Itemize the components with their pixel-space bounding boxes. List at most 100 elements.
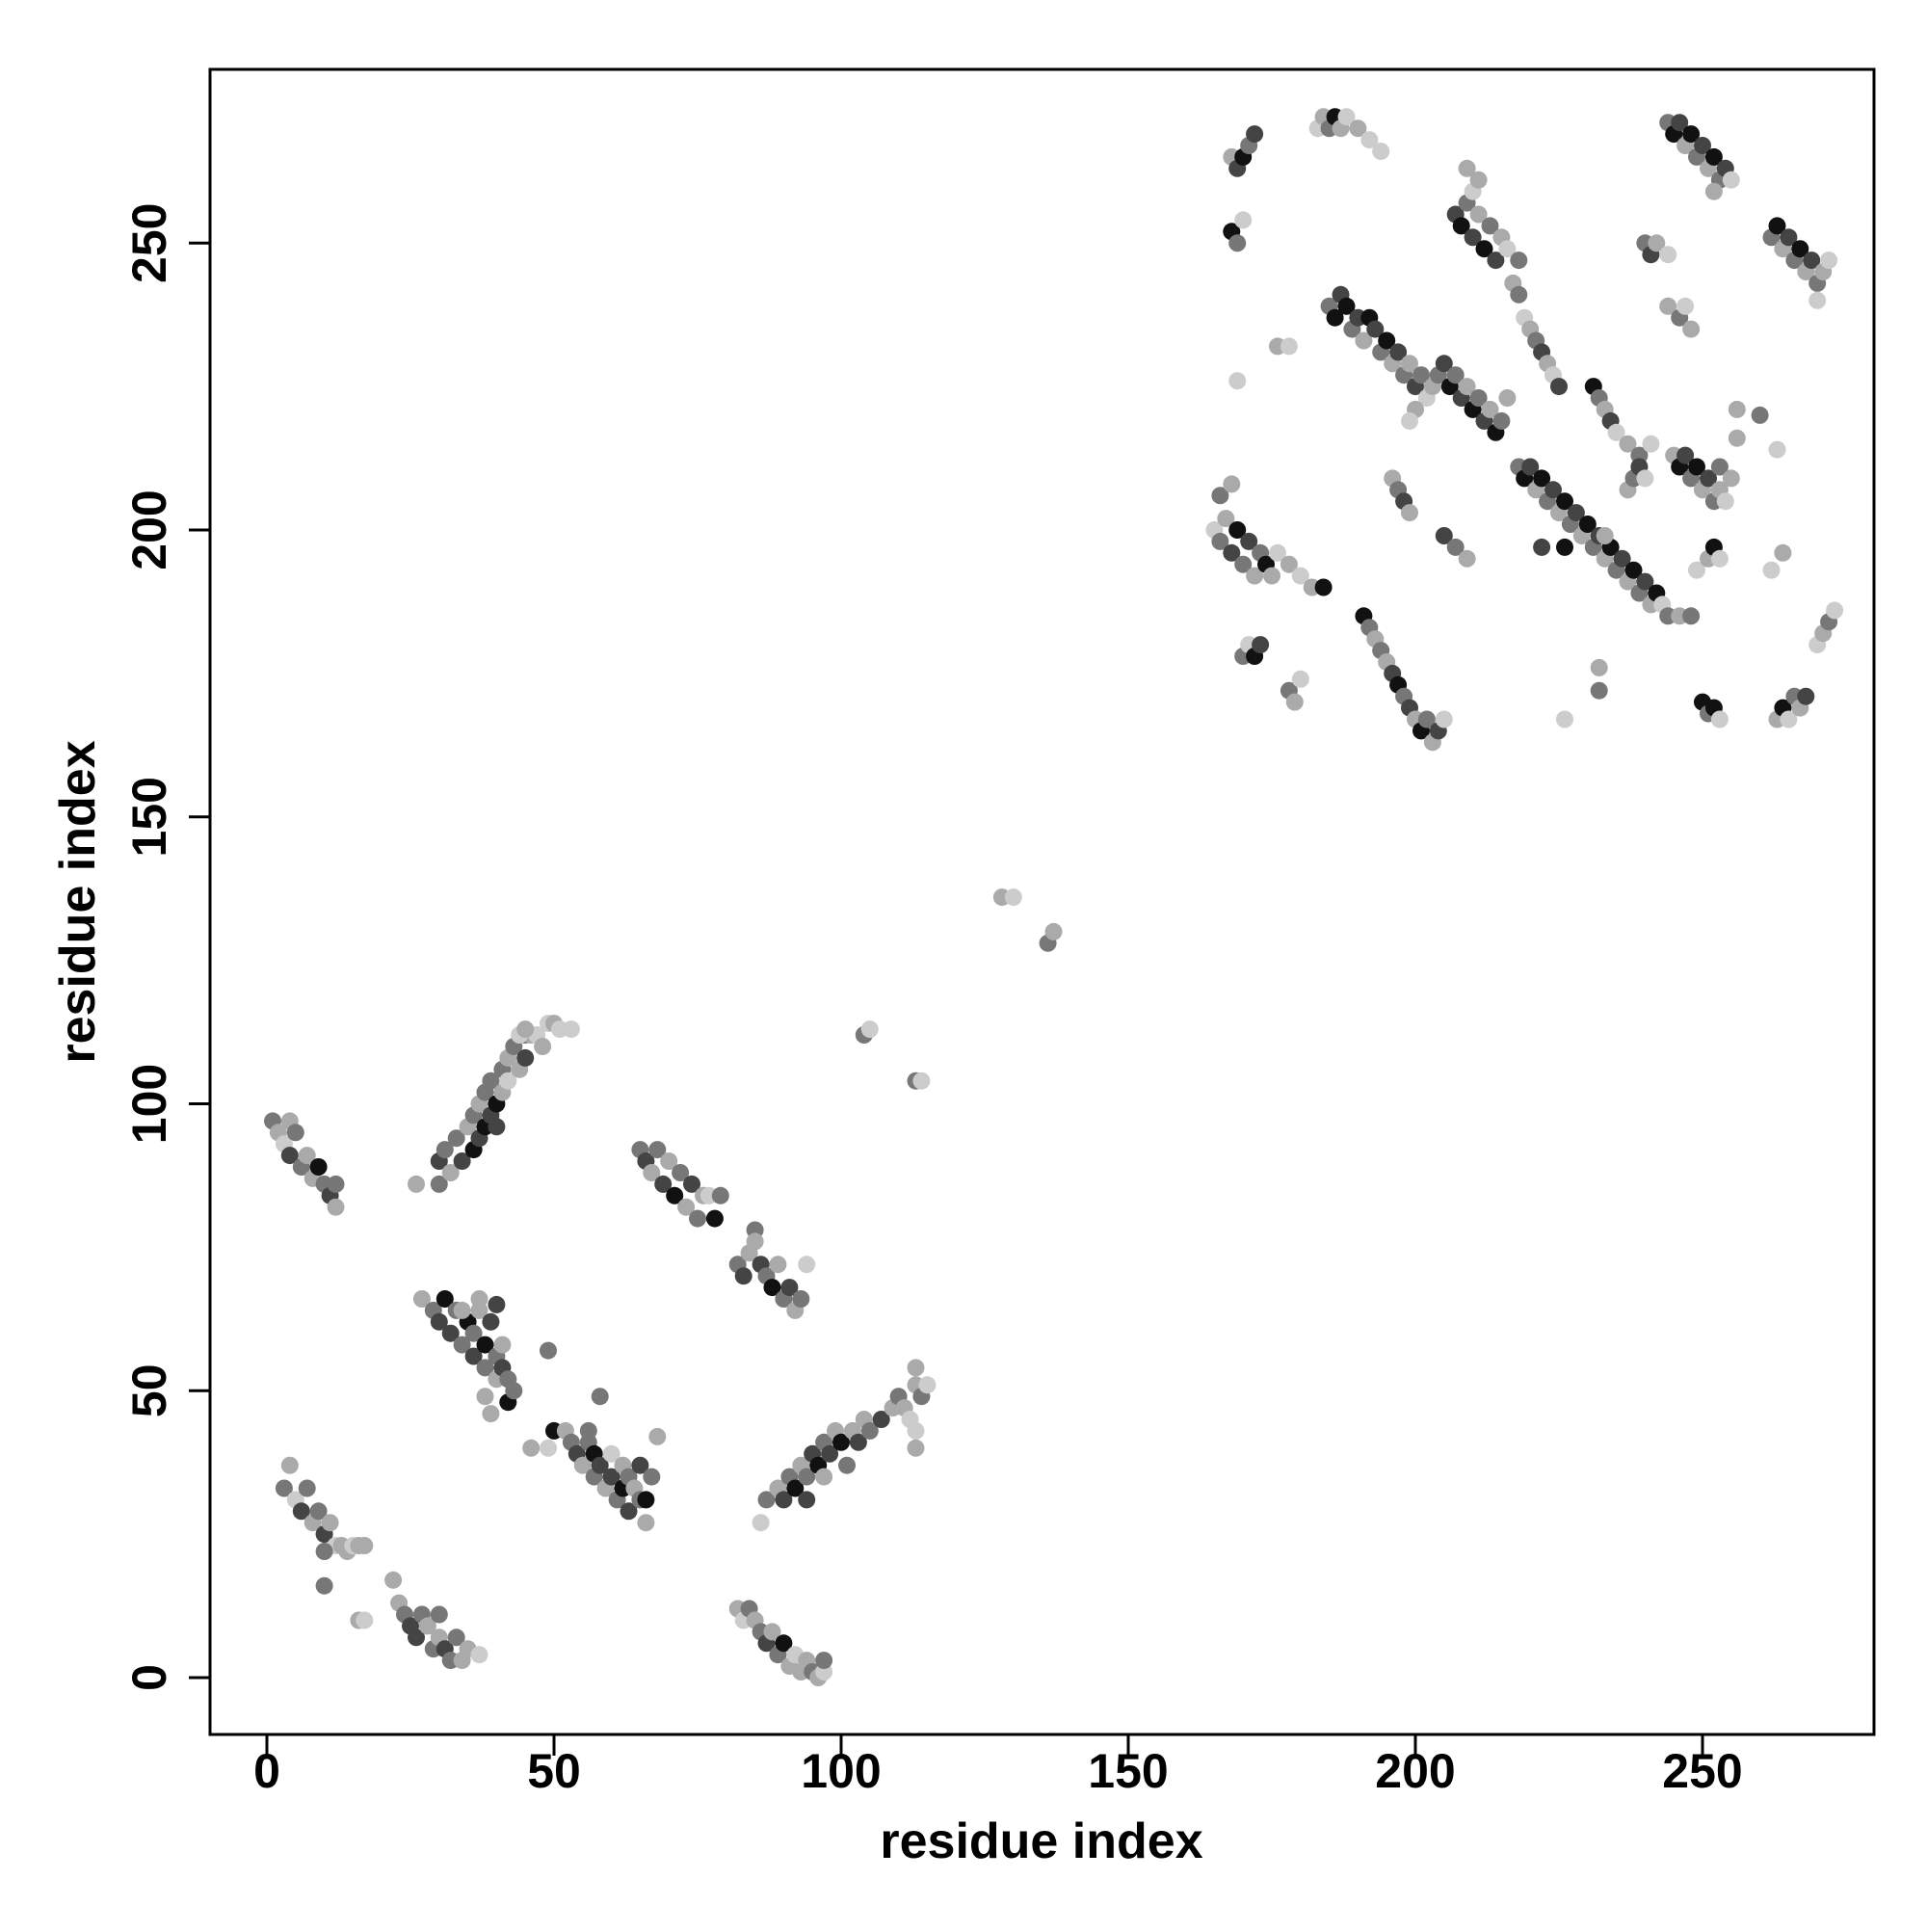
data-point: [1217, 510, 1235, 528]
data-point: [1710, 710, 1729, 728]
data-point: [1613, 549, 1631, 568]
data-point: [453, 1301, 471, 1319]
data-point: [1435, 355, 1453, 373]
data-point: [1791, 240, 1809, 258]
y-tick-label: 200: [122, 490, 176, 569]
data-point: [1469, 205, 1488, 224]
data-point: [516, 1048, 535, 1067]
data-point: [792, 1290, 810, 1308]
data-point: [1820, 251, 1838, 270]
data-point: [1211, 487, 1229, 505]
data-point: [1412, 366, 1430, 384]
x-tick-label: 150: [1088, 1744, 1168, 1798]
data-point: [815, 1652, 833, 1670]
data-point: [464, 1324, 483, 1342]
data-point: [918, 1376, 937, 1394]
data-point: [1291, 670, 1309, 688]
data-point: [1401, 411, 1418, 430]
data-point: [447, 1129, 465, 1148]
data-point: [705, 1209, 724, 1228]
data-point: [775, 1634, 793, 1653]
data-point: [384, 1571, 403, 1589]
data-point: [775, 1491, 793, 1509]
data-point: [1556, 710, 1573, 728]
data-point: [356, 1537, 374, 1554]
data-point: [1636, 469, 1654, 488]
data-point: [1676, 446, 1695, 464]
data-point: [1401, 504, 1418, 522]
data-point: [1223, 543, 1241, 562]
y-tick-label: 100: [122, 1064, 176, 1144]
data-point: [482, 1072, 500, 1090]
data-point: [677, 1198, 696, 1216]
data-point: [1722, 469, 1740, 488]
data-point: [1269, 543, 1286, 562]
data-point: [1751, 406, 1769, 424]
data-point: [1803, 251, 1821, 270]
data-point: [470, 1290, 488, 1308]
data-point: [1808, 291, 1827, 309]
data-point: [1590, 681, 1608, 700]
data-point: [298, 1147, 316, 1165]
data-point: [482, 1312, 500, 1331]
data-point: [734, 1267, 752, 1285]
data-point: [1556, 492, 1573, 511]
data-point: [1446, 366, 1465, 384]
data-point: [1728, 429, 1746, 447]
data-point: [482, 1405, 500, 1423]
data-point: [1446, 538, 1465, 556]
data-point: [540, 1439, 557, 1457]
data-point: [1682, 125, 1701, 144]
data-point: [418, 1617, 436, 1635]
data-point: [746, 1232, 764, 1251]
data-point: [860, 1421, 879, 1440]
data-point: [488, 1295, 506, 1313]
data-point: [1768, 217, 1786, 235]
data-point: [763, 1279, 781, 1297]
data-point: [1671, 114, 1689, 132]
x-axis: 0 50 100 150 200 250: [253, 1733, 1743, 1798]
data-point: [1780, 228, 1798, 247]
data-point: [648, 1427, 667, 1445]
y-tick-label: 0: [122, 1664, 176, 1691]
x-tick-label: 200: [1375, 1744, 1455, 1798]
data-point: [602, 1444, 620, 1463]
data-points: [264, 108, 1844, 1686]
data-point: [1355, 331, 1373, 350]
x-tick-label: 0: [253, 1744, 280, 1798]
data-point: [1372, 143, 1390, 160]
data-point: [1246, 125, 1264, 144]
data-point: [1716, 492, 1734, 511]
data-point: [912, 1072, 931, 1090]
data-point: [315, 1576, 333, 1595]
data-point: [464, 1347, 483, 1365]
data-point: [666, 1186, 684, 1204]
data-point: [476, 1388, 494, 1406]
data-point: [1475, 240, 1493, 258]
data-point: [1659, 297, 1677, 315]
data-point: [280, 1147, 299, 1165]
data-point: [1280, 337, 1298, 356]
data-point: [689, 1209, 706, 1228]
data-point: [1389, 343, 1408, 361]
x-tick-label: 50: [527, 1744, 581, 1798]
data-point: [907, 1439, 925, 1457]
data-point: [849, 1433, 867, 1451]
data-point: [1458, 549, 1476, 568]
data-point: [315, 1543, 333, 1560]
data-point: [1234, 211, 1253, 229]
data-point: [1492, 411, 1511, 430]
data-point: [1481, 400, 1499, 418]
data-point: [505, 1382, 523, 1400]
data-point: [1263, 567, 1280, 585]
data-point: [1285, 693, 1304, 711]
data-point: [1498, 389, 1517, 407]
data-point: [832, 1433, 850, 1451]
data-point: [660, 1152, 678, 1170]
data-point: [1682, 320, 1701, 338]
data-point: [1648, 234, 1666, 252]
data-point: [1780, 710, 1798, 728]
data-point: [534, 1038, 552, 1055]
data-point: [1774, 543, 1792, 562]
data-point: [1533, 538, 1551, 556]
